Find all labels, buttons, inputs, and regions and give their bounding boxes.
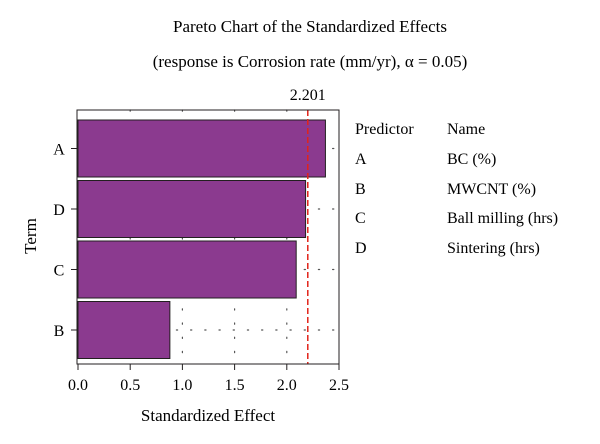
legend-cell-1-0: B bbox=[355, 181, 366, 198]
x-tick-label-3: 1.5 bbox=[225, 377, 245, 394]
chart-subtitle: (response is Corrosion rate (mm/yr), α =… bbox=[153, 52, 468, 71]
y-tick-label-B: B bbox=[54, 323, 65, 340]
bar-B bbox=[77, 301, 171, 359]
legend-cell-3-0: D bbox=[355, 240, 367, 257]
x-tick-label-2: 1.0 bbox=[172, 377, 192, 394]
y-axis-label: Term bbox=[21, 218, 40, 254]
plot-frame bbox=[76, 109, 340, 365]
y-tick-label-D: D bbox=[53, 202, 65, 219]
legend-cell-0-0: A bbox=[355, 151, 367, 168]
legend-cell-0-1: BC (%) bbox=[447, 151, 496, 168]
legend: Predictor Name A BC (%) B MWCNT (%) C Ball mill… bbox=[355, 121, 558, 257]
reference-line-label: 2.201 bbox=[290, 87, 326, 104]
y-ticks: A D C B bbox=[53, 142, 77, 340]
bar-D bbox=[77, 180, 307, 238]
legend-cell-2-1: Ball milling (hrs) bbox=[447, 210, 558, 227]
legend-cell-3-1: Sintering (hrs) bbox=[447, 240, 540, 257]
bar-A bbox=[77, 119, 326, 178]
y-tick-label-C: C bbox=[54, 263, 65, 280]
x-ticks: 0.0 0.5 1.0 1.5 2.0 2.5 bbox=[68, 364, 349, 394]
legend-header-0: Predictor bbox=[355, 121, 414, 138]
y-tick-label-A: A bbox=[53, 142, 65, 159]
bar-C bbox=[77, 240, 297, 299]
x-tick-label-5: 2.5 bbox=[329, 377, 349, 394]
x-tick-label-0: 0.0 bbox=[68, 377, 88, 394]
x-tick-label-1: 0.5 bbox=[120, 377, 140, 394]
chart-title: Pareto Chart of the Standardized Effects bbox=[173, 17, 447, 36]
reference-line-group: 2.201 bbox=[290, 87, 326, 364]
x-tick-label-4: 2.0 bbox=[277, 377, 297, 394]
legend-cell-2-0: C bbox=[355, 210, 366, 227]
legend-cell-1-1: MWCNT (%) bbox=[447, 181, 536, 198]
legend-header-1: Name bbox=[447, 121, 485, 138]
bars bbox=[77, 119, 326, 359]
x-axis-label: Standardized Effect bbox=[141, 406, 275, 425]
